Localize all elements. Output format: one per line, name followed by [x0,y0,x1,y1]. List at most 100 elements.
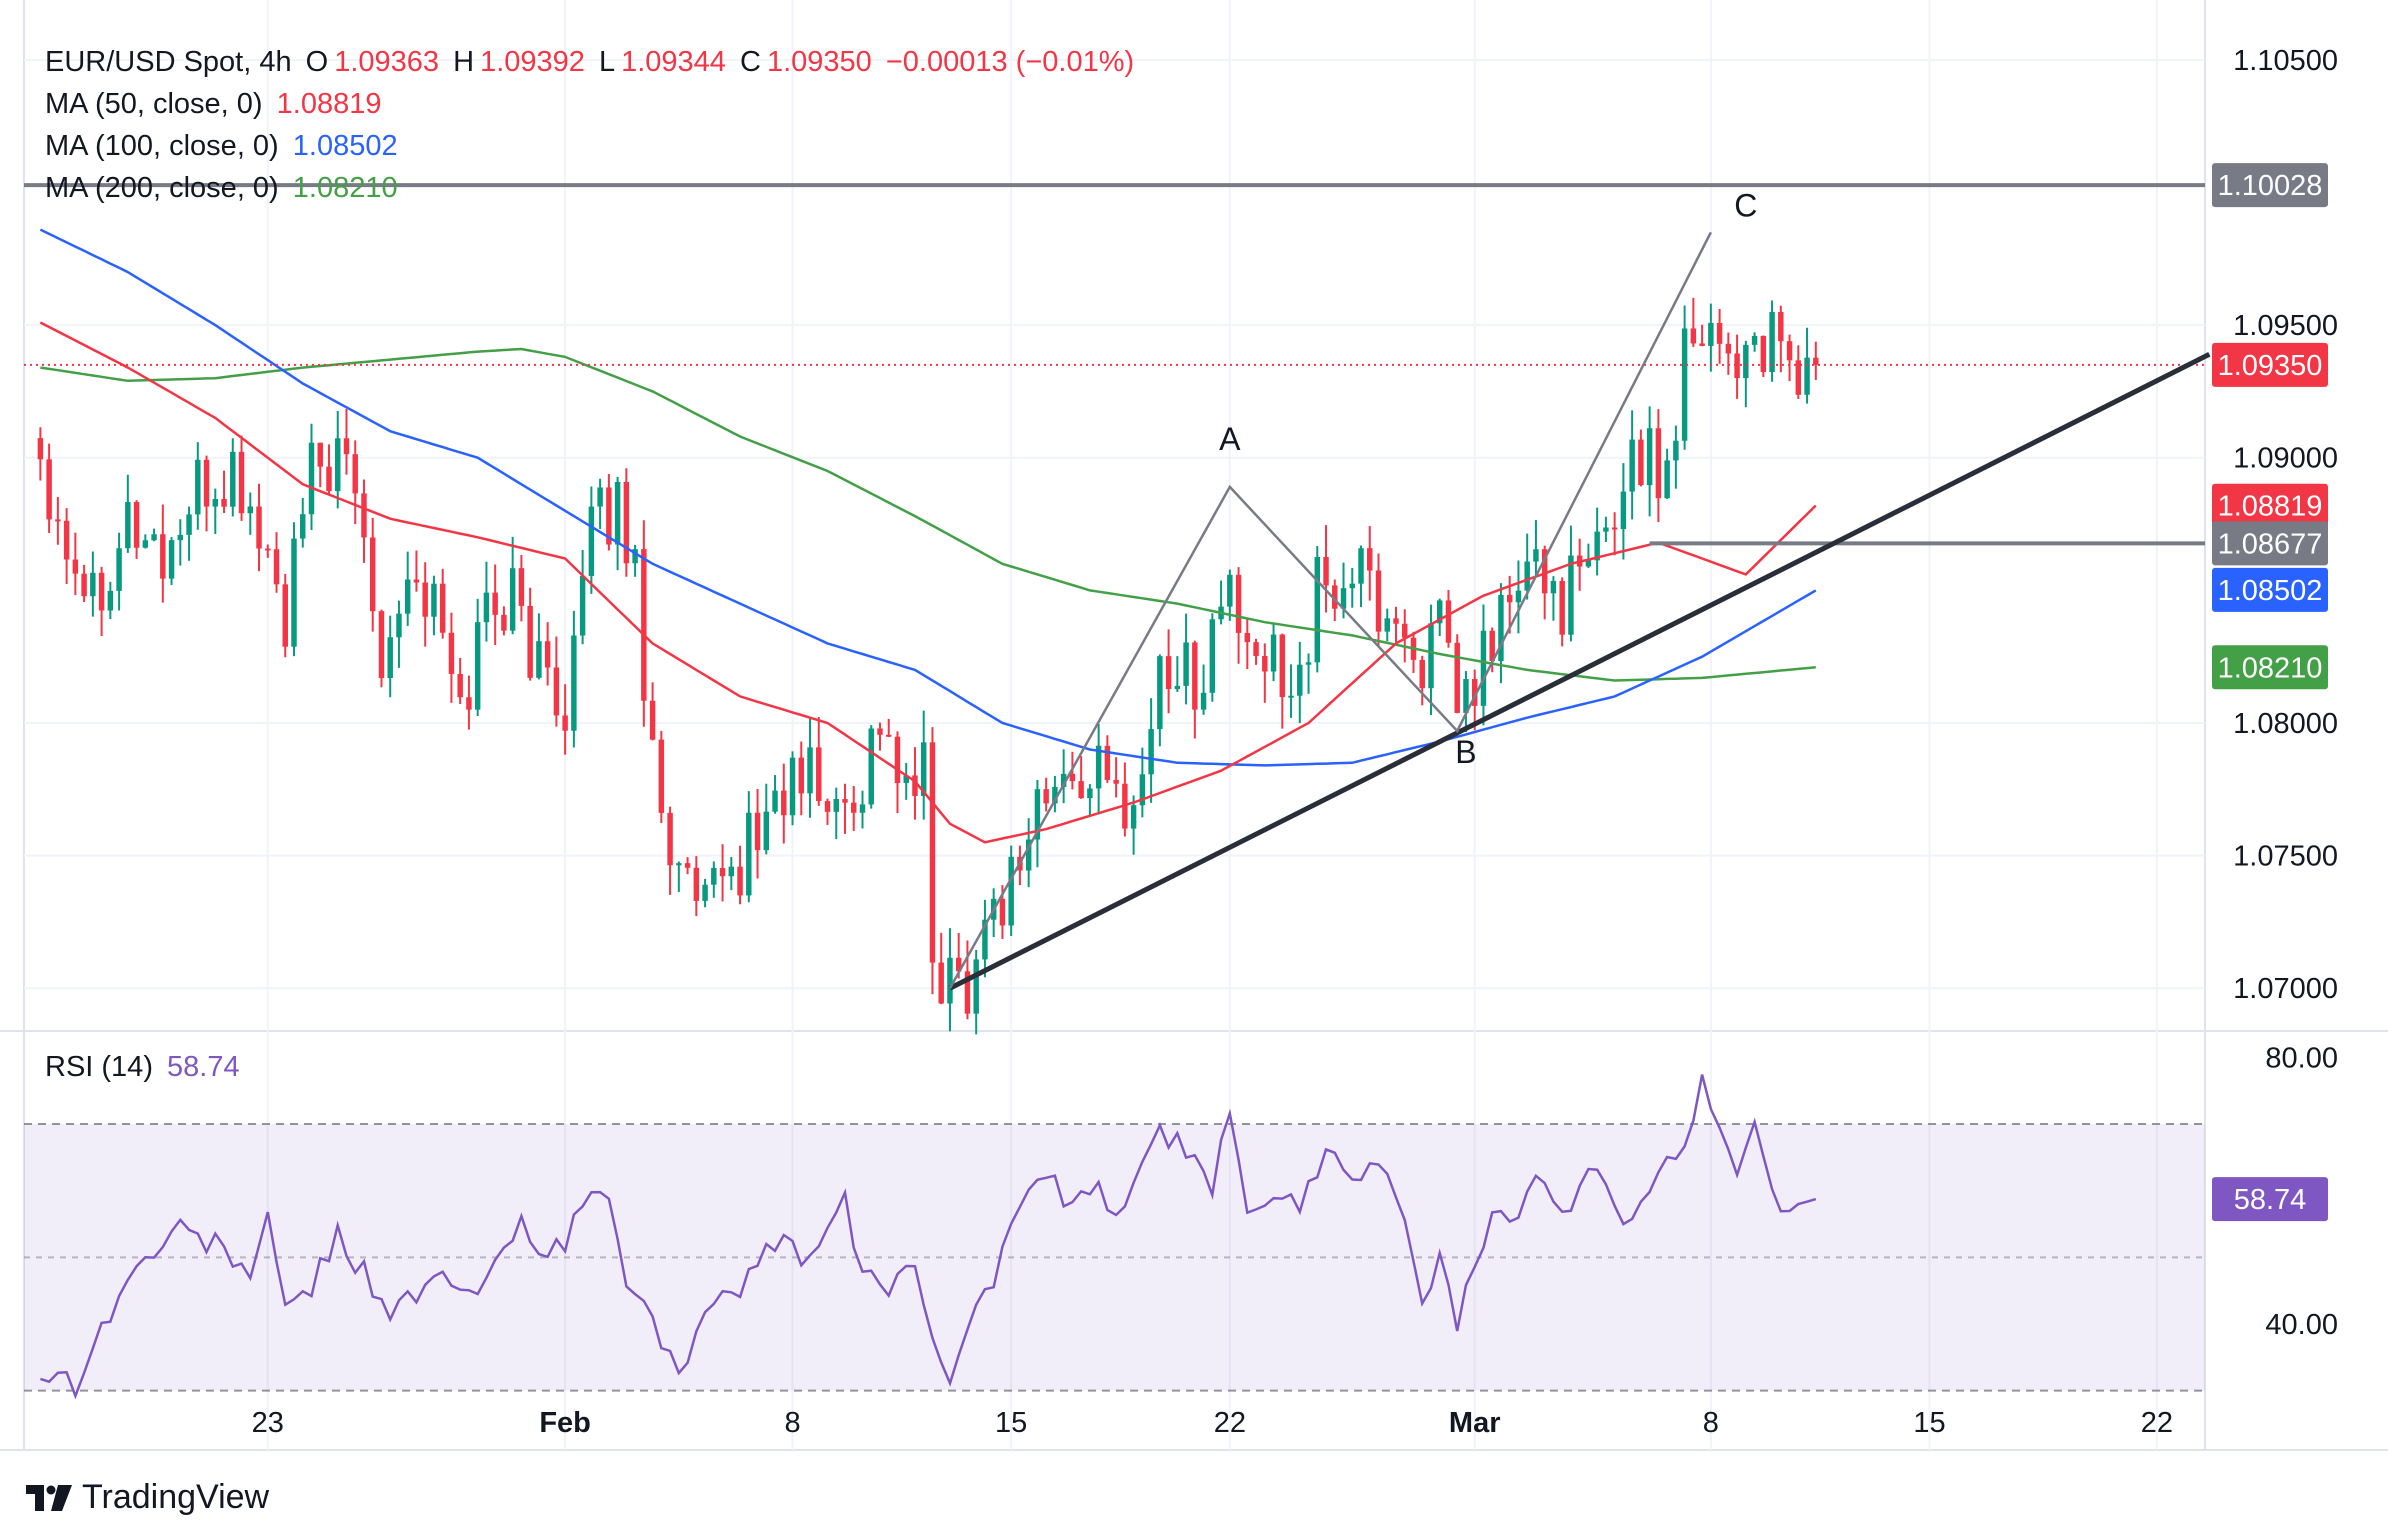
candle-body [98,572,105,611]
time-tick-label: 15 [1913,1407,1945,1439]
tradingview-logo[interactable]: TradingView [26,1478,269,1517]
wave-label-c: C [1734,187,1757,223]
ma200-legend[interactable]: MA (200, close, 0) 1.08210 [45,172,404,205]
ma100-legend[interactable]: MA (100, close, 0) 1.08502 [45,130,404,163]
change-value: −0.00013 (−0.01%) [885,46,1135,78]
candle-body [693,867,700,901]
candle-body [1130,805,1137,829]
candle-body [527,605,533,678]
candle-body [667,812,673,866]
candle-body [746,812,752,896]
tradingview-icon [26,1484,72,1511]
candle-body [1428,623,1434,689]
candle-body [1279,634,1286,698]
candle-body [1393,618,1399,624]
candle-body [142,540,149,548]
candle-body [1804,357,1810,395]
candle-body [90,572,96,597]
candle-body [1690,328,1697,344]
candle-body [1314,556,1321,663]
candle-body [982,919,988,960]
candle-body [1638,439,1644,486]
candle-body [221,499,227,507]
candle-body [247,506,254,514]
ma200-value: 1.08210 [292,172,398,204]
candle-body [1419,659,1425,689]
candle-body [457,673,463,698]
candle-body [1454,642,1460,713]
candle-body [632,549,638,564]
candle-body [763,811,770,851]
candle-body [1751,335,1758,345]
candle-body [1541,549,1548,594]
candle-body [81,573,87,597]
wave-label-a: A [1219,421,1241,457]
candle-body [186,514,192,535]
candle-body [343,438,350,455]
candle-body [1716,322,1723,344]
candle-body [1778,312,1784,342]
candle-body [877,728,883,735]
candle-body [1332,585,1338,609]
rsi-value-label-bg [2212,1177,2328,1222]
candle-body [168,540,175,579]
candle-body [938,962,944,1004]
candle-body [737,866,743,896]
candle-body [1209,619,1216,693]
candle-body [606,487,612,545]
price-label-bg [2212,342,2328,387]
candle-body [894,736,901,784]
high-label: H [453,46,475,78]
candle-body [439,583,446,633]
candle-body [816,747,822,802]
wave-label-b: B [1455,734,1476,770]
candle-body [501,614,507,631]
candle-body [448,632,455,674]
candle-body [195,459,201,515]
candle-body [1760,335,1767,373]
price-label-bg [2212,521,2328,566]
candle-body [1139,774,1146,806]
ma100-line [39,228,1817,767]
candle-body [912,775,918,796]
candle-body [1253,642,1259,656]
candle-body [859,804,866,813]
rsi-label: RSI (14) [45,1051,153,1083]
candle-body [230,451,236,507]
candle-body [1087,788,1093,799]
candle-body [614,481,621,545]
time-tick-label: Feb [539,1407,591,1439]
low-value: 1.09344 [621,46,726,78]
candle-body [282,584,288,647]
candle-body [1480,630,1487,706]
candle-body [1288,695,1294,698]
candle-body [1375,570,1382,632]
candle-body [518,568,525,606]
candle-body [1769,312,1775,373]
price-tick-label: 1.10500 [2233,45,2338,77]
candle-body [929,742,936,963]
candle-body [203,459,210,507]
candle-body [37,438,44,460]
candle-body [920,742,927,796]
candle-body [1104,745,1111,780]
candle-body [107,590,114,611]
candle-body [369,537,376,612]
rsi-legend[interactable]: RSI (14) 58.74 [45,1051,246,1084]
candle-body [658,739,665,813]
rsi-value-label: 58.74 [2234,1184,2307,1216]
candle-body [422,582,428,617]
candle-body [1270,634,1277,672]
price-label: 1.08819 [2218,491,2323,523]
ma50-legend[interactable]: MA (50, close, 0) 1.08819 [45,88,387,121]
candle-body [1323,556,1329,586]
candle-body [781,790,787,816]
candle-body [387,637,393,679]
price-label-bg [2212,483,2328,528]
candle-body [1367,548,1373,571]
candle-body [1646,428,1653,486]
candle-body [955,957,962,972]
candle-body [1349,583,1355,589]
ma50-line [39,321,1817,844]
